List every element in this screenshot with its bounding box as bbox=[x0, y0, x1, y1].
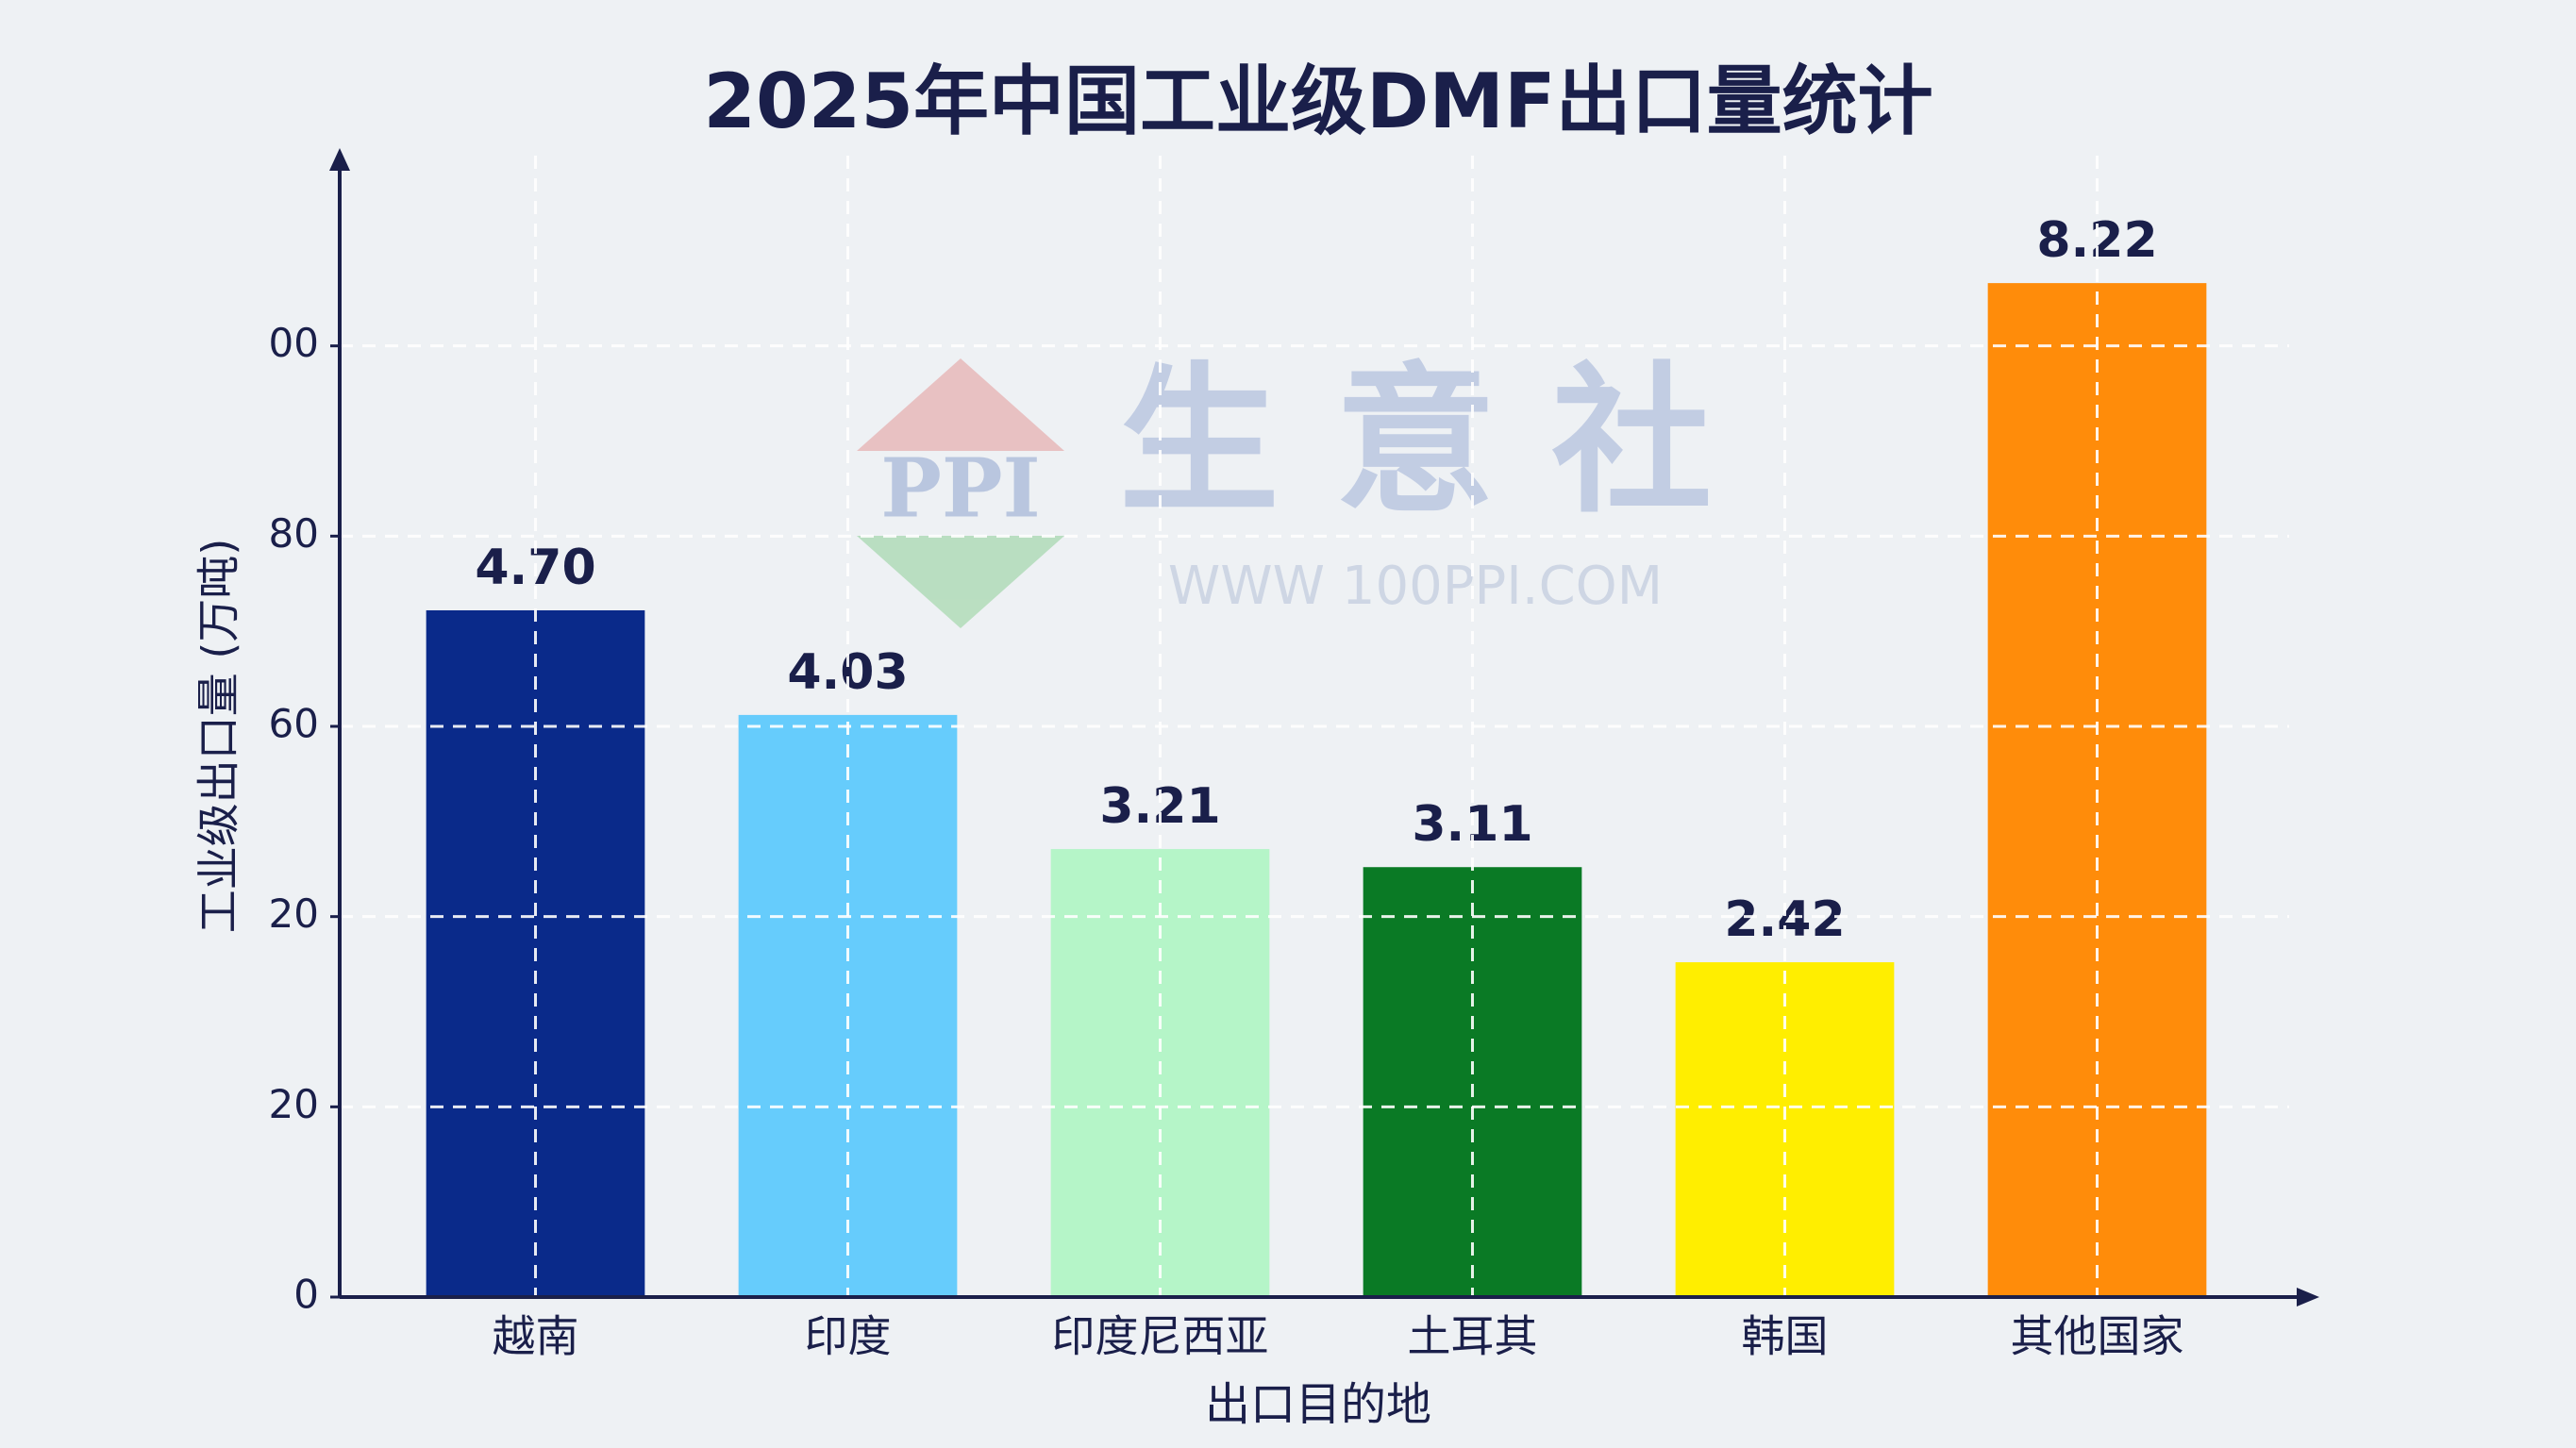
watermark-name: 生 意 社 bbox=[1119, 348, 1712, 535]
y-tick-label: 60 bbox=[269, 701, 319, 747]
chart-title: 2025年中国工业级DMF出口量统计 bbox=[703, 58, 1932, 145]
data-label: 3.21 bbox=[1099, 778, 1220, 835]
y-tick-label: 80 bbox=[269, 510, 319, 557]
y-axis-arrow bbox=[329, 148, 350, 171]
x-tick-label: 韩国 bbox=[1742, 1311, 1829, 1362]
x-tick-label: 其他国家 bbox=[2011, 1311, 2184, 1362]
watermark-roof bbox=[857, 358, 1064, 451]
x-tick-label: 越南 bbox=[493, 1311, 579, 1362]
watermark-url: WWW 100PPI.COM bbox=[1168, 556, 1663, 617]
y-tick-label: 00 bbox=[269, 320, 319, 366]
data-label: 8.22 bbox=[2036, 212, 2157, 269]
y-tick-label: 0 bbox=[293, 1272, 319, 1318]
data-label: 2.42 bbox=[1724, 891, 1845, 948]
x-tick-label: 土耳其 bbox=[1408, 1311, 1538, 1362]
y-tick-label: 20 bbox=[269, 1081, 319, 1127]
data-label: 4.03 bbox=[787, 644, 908, 701]
x-axis-label: 出口目的地 bbox=[1205, 1378, 1431, 1431]
watermark: PPI 生 意 社 WWW 100PPI.COM bbox=[857, 348, 1712, 628]
x-axis-arrow bbox=[2297, 1288, 2319, 1307]
y-axis-label: 工业级出口量 (万吨) bbox=[193, 539, 244, 934]
y-tick-label: 20 bbox=[269, 890, 319, 937]
x-tick-label: 印度 bbox=[805, 1311, 892, 1362]
x-tick-label: 印度尼西亚 bbox=[1052, 1311, 1269, 1362]
watermark-base bbox=[857, 536, 1064, 628]
watermark-logo: PPI bbox=[880, 441, 1041, 537]
